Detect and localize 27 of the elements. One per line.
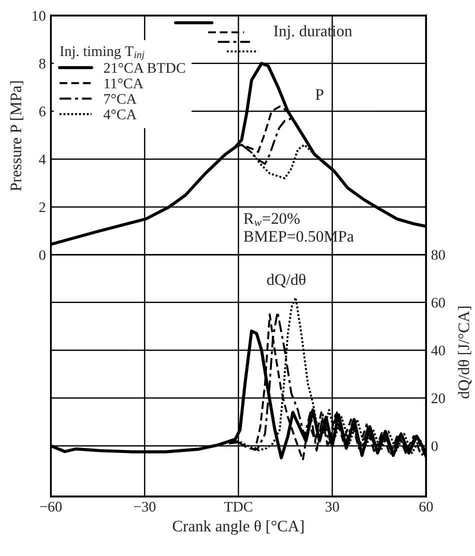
legend-title: Inj. timing T$_{inj}$ [60, 46, 144, 60]
x-tick-label: −30 [134, 502, 156, 512]
x-tick-label: 60 [419, 502, 433, 512]
x-axis-title: Crank angle θ [°CA] [172, 520, 304, 535]
y-tick-label: 6 [39, 106, 46, 116]
x-tick-label: 30 [326, 502, 339, 512]
y2-tick-label: 60 [432, 298, 445, 308]
y-axis-title: Pressure P [MPa] [10, 81, 24, 191]
y-tick-label: 10 [32, 10, 46, 21]
x-tick-label: TDC [224, 502, 252, 512]
y-tick-label: 8 [39, 58, 46, 69]
legend-label: 7°CA [104, 94, 137, 104]
y-tick-label: 0 [39, 250, 46, 260]
y2-tick-label: 40 [431, 346, 445, 356]
y2-axis-title: dQ/dθ [J/°CA] [458, 306, 472, 398]
annotation: R$_{w}$=20% [244, 213, 300, 226]
y2-tick-label: 0 [431, 441, 438, 452]
y-tick-label: 2 [39, 202, 46, 212]
legend-label: 21°CA BTDC [104, 63, 185, 73]
annotation: dQ/dθ [267, 274, 306, 288]
legend-label: 4°CA [104, 110, 137, 120]
y-tick-label: 4 [38, 154, 46, 164]
annotation: P [316, 89, 324, 100]
y2-tick-label: 20 [432, 393, 445, 404]
x-tick-label: −60 [40, 502, 62, 512]
legend-label: 11°CA [104, 78, 144, 88]
y2-tick-label: 80 [431, 250, 445, 260]
